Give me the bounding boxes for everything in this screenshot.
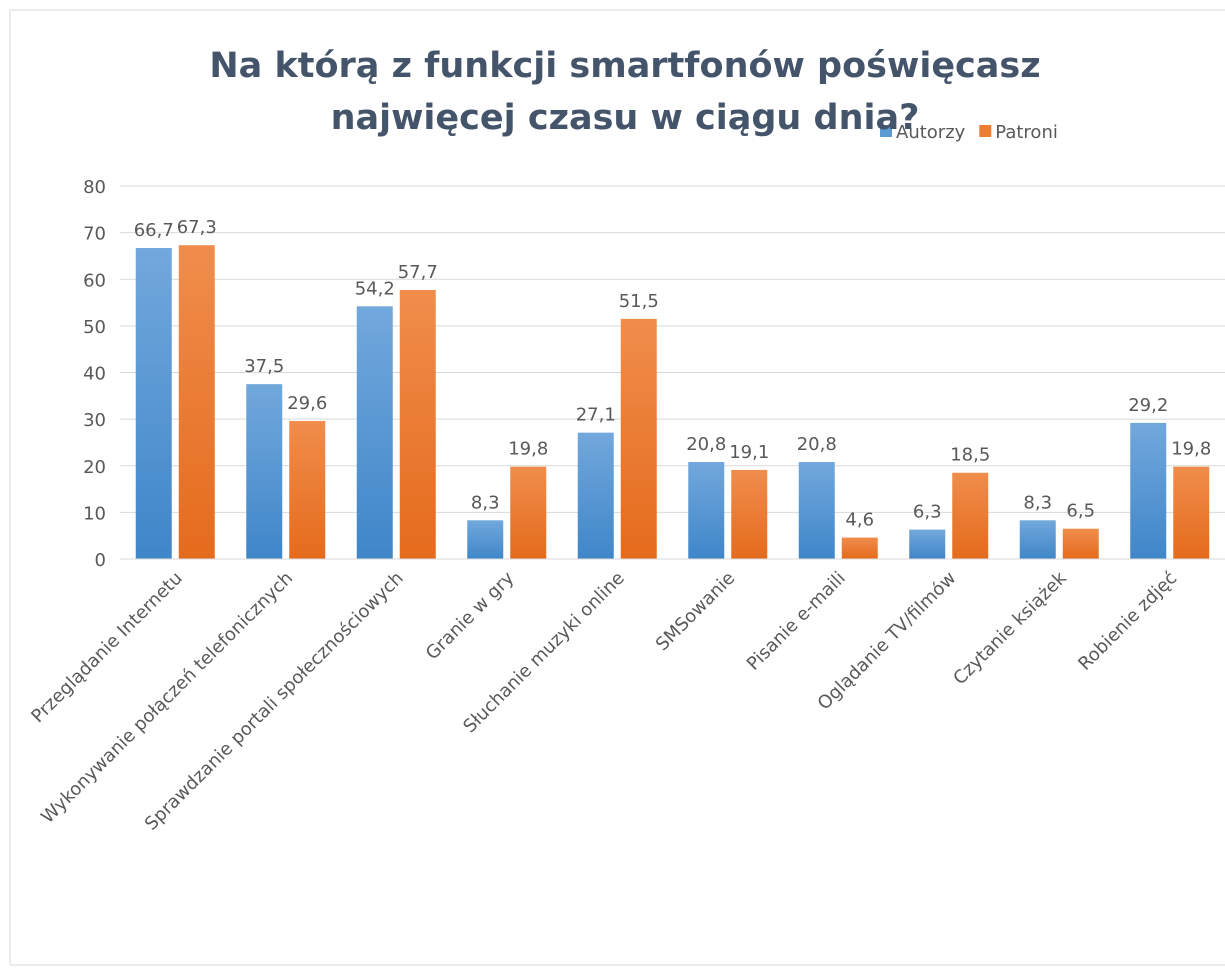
bar	[135, 248, 172, 560]
data-label: 6,5	[1066, 501, 1095, 522]
bar	[731, 469, 768, 559]
y-tick-label: 0	[95, 550, 106, 571]
bar	[246, 384, 283, 559]
data-label: 20,8	[797, 434, 837, 455]
data-label: 19,8	[1171, 439, 1211, 460]
data-label: 20,8	[686, 434, 726, 455]
chart-title: Na którą z funkcji smartfonów poświęcasz…	[209, 46, 1041, 138]
bar	[178, 245, 215, 559]
data-label: 37,5	[244, 356, 284, 377]
data-label: 27,1	[576, 405, 616, 426]
bar	[1173, 466, 1210, 559]
y-tick-label: 70	[83, 224, 106, 245]
data-label: 57,7	[398, 262, 438, 283]
bar	[1019, 520, 1056, 559]
bar	[399, 289, 436, 559]
bar	[1062, 528, 1099, 559]
bar	[356, 306, 393, 559]
data-label: 6,3	[913, 502, 942, 523]
bar	[467, 520, 504, 559]
x-tick-label: Granie w gry	[422, 567, 519, 664]
y-tick-label: 80	[83, 177, 106, 198]
bar	[909, 529, 946, 559]
y-tick-label: 40	[83, 364, 106, 385]
data-label: 19,8	[508, 439, 548, 460]
data-label: 66,7	[134, 220, 174, 241]
data-label: 8,3	[471, 492, 500, 513]
data-label: 29,6	[287, 393, 327, 414]
x-tick-label: Robienie zdjęć	[1074, 568, 1181, 675]
legend-label: Autorzy	[896, 122, 966, 143]
chart-border	[9, 9, 1225, 966]
y-tick-label: 20	[83, 457, 106, 478]
bar	[620, 318, 657, 559]
bar	[1130, 422, 1167, 559]
data-label: 18,5	[950, 445, 990, 466]
x-tick-label: Czytanie książek	[949, 567, 1071, 689]
x-tick-label: Sprawdzanie portali społecznościowych	[141, 568, 408, 835]
x-tick-label: SMSowanie	[652, 568, 739, 655]
data-label: 54,2	[355, 278, 395, 299]
legend-swatch	[979, 125, 992, 137]
data-label: 4,6	[845, 510, 874, 531]
y-tick-label: 30	[83, 410, 106, 431]
bar	[798, 462, 835, 559]
bar	[510, 466, 547, 559]
legend-swatch	[880, 125, 892, 137]
bar	[841, 537, 878, 559]
data-label: 19,1	[729, 442, 769, 463]
data-label: 29,2	[1128, 395, 1168, 416]
data-label: 8,3	[1023, 492, 1052, 513]
x-tick-label: Wykonywanie połączeń telefonicznych	[37, 568, 297, 828]
data-label: 51,5	[619, 291, 659, 312]
bar	[289, 420, 326, 559]
legend-label: Patroni	[995, 122, 1058, 143]
y-tick-label: 60	[83, 270, 106, 291]
bar	[952, 472, 989, 559]
bar	[577, 432, 614, 559]
y-tick-label: 10	[83, 503, 106, 524]
data-label: 67,3	[177, 217, 217, 238]
x-tick-label: Pisanie e-maili	[743, 568, 850, 675]
y-tick-label: 50	[83, 317, 106, 338]
bar	[688, 462, 725, 559]
